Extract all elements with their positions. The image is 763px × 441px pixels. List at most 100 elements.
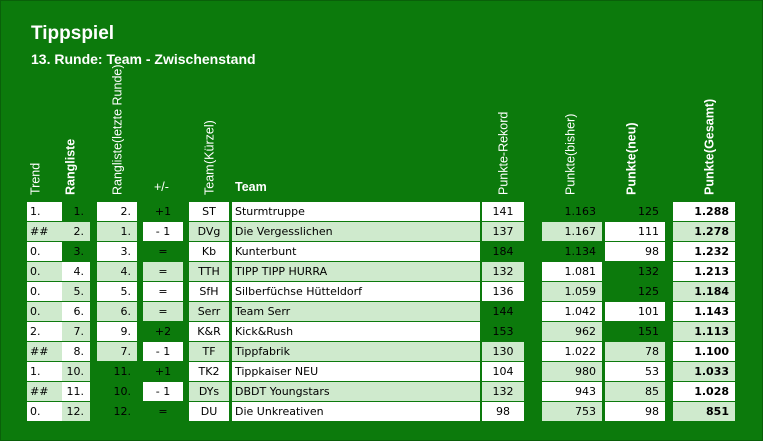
cell-short: DU [189, 402, 229, 421]
cell-team: TIPP TIPP HURRA [232, 262, 480, 281]
cell-trend: 0. [27, 302, 71, 321]
cell-short: ST [189, 202, 229, 221]
cell-short: Kb [189, 242, 229, 261]
cell-rank: 4. [62, 262, 90, 281]
cell-bisher: 1.081 [542, 262, 602, 281]
cell-gesamt: 1.033 [673, 362, 735, 381]
cell-team: Kunterbunt [232, 242, 480, 261]
cell-rank: 5. [62, 282, 90, 301]
cell-neu: 78 [605, 342, 665, 361]
cell-gesamt: 1.143 [673, 302, 735, 321]
cell-rekord: 184 [482, 242, 524, 261]
cell-short: DYs [189, 382, 229, 401]
cell-bisher: 1.167 [542, 222, 602, 241]
cell-neu: 132 [605, 262, 665, 281]
cell-last: 6. [97, 302, 137, 321]
cell-gesamt: 1.113 [673, 322, 735, 341]
cell-pm: = [143, 282, 183, 301]
cell-rekord: 153 [482, 322, 524, 341]
cell-gesamt: 851 [673, 402, 735, 421]
cell-rank: 6. [62, 302, 90, 321]
cell-gesamt: 1.028 [673, 382, 735, 401]
cell-last: 12. [97, 402, 137, 421]
cell-pm: - 1 [143, 222, 183, 241]
cell-rekord: 132 [482, 382, 524, 401]
cell-short: DVg [189, 222, 229, 241]
cell-last: 9. [97, 322, 137, 341]
cell-short: TF [189, 342, 229, 361]
cell-neu: 98 [605, 402, 665, 421]
cell-rank: 3. [62, 242, 90, 261]
cell-rekord: 136 [482, 282, 524, 301]
cell-rank: 12. [62, 402, 90, 421]
cell-trend: 0. [27, 402, 71, 421]
cell-last: 1. [97, 222, 137, 241]
cell-bisher: 962 [542, 322, 602, 341]
cell-rekord: 104 [482, 362, 524, 381]
cell-team: Silberfüchse Hütteldorf [232, 282, 480, 301]
cell-trend: 2. [27, 322, 71, 341]
cell-gesamt: 1.213 [673, 262, 735, 281]
header-rangliste: Rangliste [63, 138, 78, 195]
cell-short: Serr [189, 302, 229, 321]
header-plusminus: +/- [154, 180, 169, 194]
cell-rekord: 137 [482, 222, 524, 241]
cell-rekord: 144 [482, 302, 524, 321]
header-rangliste-last: Rangliste (letzte Runde) [110, 64, 125, 195]
cell-bisher: 753 [542, 402, 602, 421]
cell-pm: - 1 [143, 342, 183, 361]
cell-gesamt: 1.184 [673, 282, 735, 301]
page-title: Tippspiel [31, 23, 115, 44]
cell-last: 3. [97, 242, 137, 261]
header-trend: Trend [28, 162, 43, 195]
cell-rank: 10. [62, 362, 90, 381]
cell-last: 5. [97, 282, 137, 301]
cell-trend: 0. [27, 262, 71, 281]
cell-bisher: 1.059 [542, 282, 602, 301]
cell-neu: 125 [605, 202, 665, 221]
cell-trend: 0. [27, 242, 71, 261]
cell-rekord: 98 [482, 402, 524, 421]
cell-trend: 1. [27, 362, 71, 381]
cell-last: 2. [97, 202, 137, 221]
cell-rank: 11. [62, 382, 90, 401]
cell-team: Die Vergesslichen [232, 222, 480, 241]
cell-neu: 111 [605, 222, 665, 241]
cell-trend: 0. [27, 282, 71, 301]
cell-pm: = [143, 302, 183, 321]
cell-team: Tippkaiser NEU [232, 362, 480, 381]
header-rekord: Punkte-Rekord [496, 111, 511, 195]
page-subtitle: 13. Runde: Team - Zwischenstand [31, 51, 256, 67]
cell-team: Team Serr [232, 302, 480, 321]
cell-pm: - 1 [143, 382, 183, 401]
cell-team: Sturmtruppe [232, 202, 480, 221]
cell-neu: 101 [605, 302, 665, 321]
cell-rekord: 141 [482, 202, 524, 221]
cell-neu: 85 [605, 382, 665, 401]
cell-neu: 151 [605, 322, 665, 341]
cell-pm: = [143, 242, 183, 261]
cell-pm: = [143, 262, 183, 281]
cell-pm: +1 [143, 202, 183, 221]
cell-trend: ## [27, 382, 71, 401]
header-bisher: Punkte (bisher) [563, 113, 578, 195]
cell-bisher: 980 [542, 362, 602, 381]
cell-last: 4. [97, 262, 137, 281]
cell-team: Kick&Rush [232, 322, 480, 341]
cell-pm: = [143, 402, 183, 421]
cell-short: K&R [189, 322, 229, 341]
cell-team: Die Unkreativen [232, 402, 480, 421]
cell-pm: +1 [143, 362, 183, 381]
cell-trend: ## [27, 342, 71, 361]
cell-last: 10. [97, 382, 137, 401]
header-team-short: Team (Kürzel) [202, 120, 217, 195]
cell-bisher: 943 [542, 382, 602, 401]
cell-bisher: 1.022 [542, 342, 602, 361]
cell-rank: 2. [62, 222, 90, 241]
cell-team: Tippfabrik [232, 342, 480, 361]
cell-trend: 1. [27, 202, 71, 221]
cell-last: 7. [97, 342, 137, 361]
cell-neu: 125 [605, 282, 665, 301]
cell-rekord: 130 [482, 342, 524, 361]
